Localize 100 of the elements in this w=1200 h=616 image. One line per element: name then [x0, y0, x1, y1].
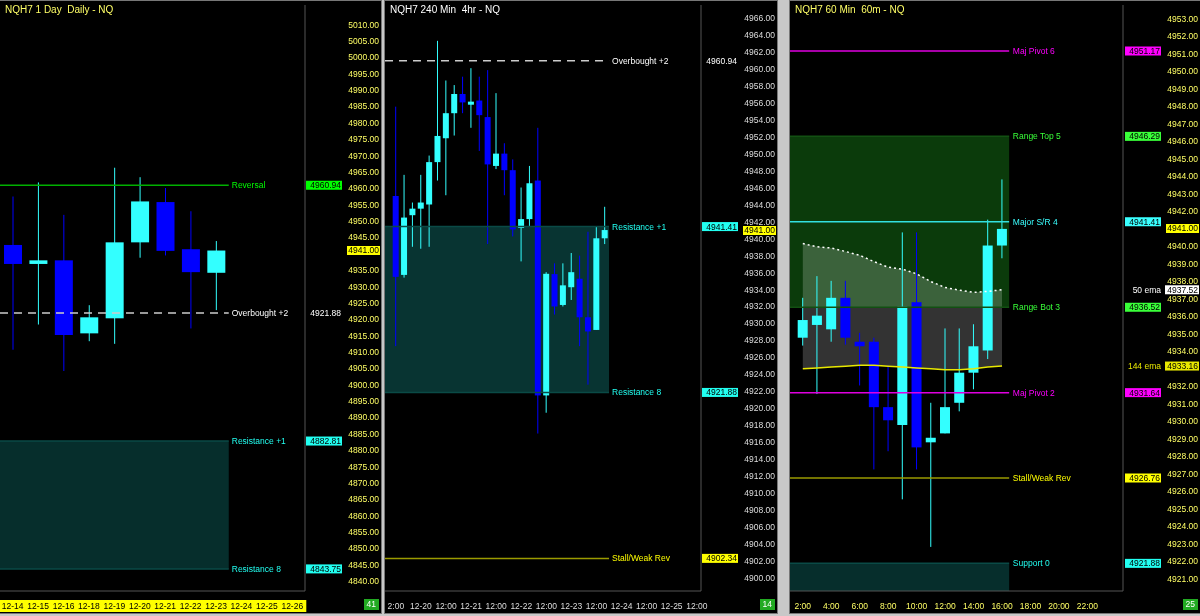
y-tick-label: 4965.00: [348, 166, 380, 177]
line-series: [802, 242, 1003, 294]
y-tick-label: 4954.00: [744, 114, 776, 125]
x-tick-label: 12-23: [560, 601, 583, 611]
y-tick-label: 4885.00: [348, 428, 380, 439]
y-tick-label: 4924.00: [744, 369, 776, 380]
x-tick-label: 12-24: [230, 601, 253, 611]
legend-label: 144 ema: [1127, 361, 1161, 372]
y-tick-label: 4990.00: [348, 85, 380, 96]
candlestick: [409, 202, 416, 248]
candlestick: [883, 365, 894, 452]
y-tick-label: 4935.00: [1167, 328, 1199, 339]
y-tick-label: 4985.00: [348, 101, 380, 112]
y-tick-label: 4940.00: [744, 233, 776, 244]
y-tick-label: 4953.00: [1167, 13, 1199, 24]
y-tick-label: 4845.00: [348, 559, 380, 570]
y-tick-label: 4920.00: [744, 403, 776, 414]
candlestick: [797, 297, 808, 347]
y-tick-label: 4934.00: [1167, 346, 1199, 357]
y-tick-label: 4900.00: [348, 379, 380, 390]
x-tick-label: 12:00: [435, 601, 457, 611]
x-tick-label: 12-20: [410, 601, 433, 611]
candlestick: [476, 76, 483, 152]
ref-line-label: Reversal: [231, 180, 266, 191]
y-tick-label: 4900.00: [744, 573, 776, 584]
y2-tick-label: 4946.29: [1129, 131, 1161, 142]
y-tick-label: 4937.00: [1167, 293, 1199, 304]
ref-line-label: Resistance +1: [231, 436, 286, 447]
y-tick-label: 4966.00: [744, 12, 776, 23]
candlestick: [80, 304, 99, 342]
y-tick-label: 4910.00: [744, 488, 776, 499]
y-tick-label: 4928.00: [1167, 451, 1199, 462]
ref-line-label: Maj Pivot 2: [1012, 387, 1055, 398]
y-tick-label: 4970.00: [348, 150, 380, 161]
x-tick-label: 12-16: [52, 601, 75, 611]
text: 14: [759, 599, 775, 610]
y-tick-label: 4890.00: [348, 412, 380, 423]
y2-tick-label: 4960.94: [310, 180, 342, 191]
x-tick-label: 16:00: [991, 601, 1013, 611]
y-tick-label: 4905.00: [348, 363, 380, 374]
x-tick-label: 12:00: [585, 601, 608, 611]
y-tick-label: 5005.00: [348, 36, 380, 47]
y-tick-label: 4934.00: [744, 284, 776, 295]
y-tick-label: 4955.00: [348, 199, 380, 210]
y-tick-label: 4949.00: [1167, 83, 1199, 94]
y-tick-label: 5010.00: [348, 19, 380, 30]
y-tick-label: 4938.00: [1167, 276, 1199, 287]
y-tick-label: 4925.00: [1167, 503, 1199, 514]
y2-tick-label: 4902.34: [706, 553, 738, 564]
y-tick-label: 4935.00: [348, 265, 380, 276]
y-tick-label: 4939.00: [1167, 258, 1199, 269]
y3-tick-label: 4937.52: [1167, 284, 1199, 295]
text: 4941.00: [1166, 223, 1199, 234]
chart-title: NQH7 1 Day Daily - NQ: [5, 4, 114, 16]
y-tick-label: 4927.00: [1167, 468, 1199, 479]
candlestick: [467, 67, 474, 129]
x-tick-label: 12-22: [179, 601, 202, 611]
y-tick-label: 4940.00: [1167, 241, 1199, 252]
candlestick: [559, 262, 566, 307]
y-tick-label: 4930.00: [744, 318, 776, 329]
candlestick: [181, 210, 200, 329]
x-tick-label: 2:00: [794, 601, 812, 611]
y-tick-label: 4958.00: [744, 80, 776, 91]
y-tick-label: 4916.00: [744, 437, 776, 448]
y-tick-label: 4960.00: [348, 183, 380, 194]
x-tick-label: 12-19: [103, 601, 126, 611]
y-tick-label: 4929.00: [1167, 433, 1199, 444]
candlestick: [501, 142, 508, 196]
y-tick-label: 4926.00: [1167, 486, 1199, 497]
y2-tick-label: 4960.94: [706, 55, 738, 66]
x-tick-label: 12:00: [934, 601, 957, 611]
x-tick-label: 12-14: [1, 601, 24, 611]
candlestick: [811, 275, 822, 395]
y-tick-label: 4906.00: [744, 522, 776, 533]
y-tick-label: 4914.00: [744, 454, 776, 465]
y-tick-label: 4930.00: [1167, 416, 1199, 427]
x-tick-label: 12-24: [610, 601, 633, 611]
candlestick: [459, 76, 466, 114]
y2-tick-label: 4941.41: [1129, 216, 1161, 227]
ref-line-label: Resistance 8: [231, 563, 281, 574]
y-tick-label: 4936.00: [744, 267, 776, 278]
y-tick-label: 4908.00: [744, 505, 776, 516]
y-tick-label: 4952.00: [744, 131, 776, 142]
x-tick-label: 12:00: [686, 601, 708, 611]
ref-line-label: Stall/Weak Rev: [1012, 472, 1071, 483]
y-tick-label: 4860.00: [348, 510, 380, 521]
y2-tick-label: 4882.81: [310, 436, 342, 447]
y-tick-label: 4944.00: [1167, 171, 1199, 182]
y-tick-label: 4921.00: [1167, 573, 1199, 584]
y-tick-label: 4942.00: [1167, 206, 1199, 217]
candlestick: [4, 196, 22, 351]
x-tick-label: 12:00: [535, 601, 558, 611]
x-tick-label: 12-25: [256, 601, 279, 611]
y-tick-label: 4922.00: [1167, 556, 1199, 567]
y-tick-label: 4880.00: [348, 445, 380, 456]
y-tick-label: 4980.00: [348, 117, 380, 128]
y-tick-label: 4912.00: [744, 471, 776, 482]
y-tick-label: 4931.00: [1167, 398, 1199, 409]
y-tick-label: 4938.00: [744, 250, 776, 261]
y-tick-label: 4850.00: [348, 543, 380, 554]
